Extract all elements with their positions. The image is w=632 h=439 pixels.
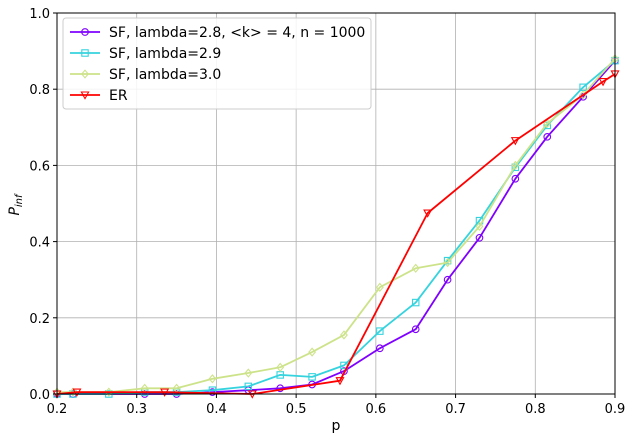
legend-marker [81, 28, 89, 36]
legend-marker [81, 69, 89, 79]
legend-label: SF, lambda=3.0 [109, 67, 221, 83]
data-point [276, 362, 285, 372]
data-point [511, 160, 520, 171]
data-point [511, 174, 520, 183]
data-point [340, 330, 348, 340]
y-axis-label-sub: inf [14, 193, 25, 207]
y-tick-label: 0.4 [29, 236, 50, 251]
data-point [276, 384, 285, 393]
data-point [411, 263, 420, 273]
y-axis-label: Pinf [7, 193, 25, 216]
series-3 [52, 70, 620, 399]
data-point [375, 344, 384, 353]
legend-box [62, 17, 372, 110]
legend-marker [80, 91, 90, 100]
x-tick-label: 0.7 [445, 402, 466, 417]
data-point [160, 388, 170, 397]
data-point [423, 209, 433, 218]
x-tick-label: 0.6 [366, 402, 387, 417]
data-point [543, 132, 552, 141]
legend-label: SF, lambda=2.9 [109, 46, 221, 62]
legend-label: ER [109, 88, 128, 104]
data-point [244, 368, 253, 378]
y-tick-label: 0.0 [29, 388, 50, 403]
y-tick-label: 0.8 [29, 83, 50, 98]
y-tick-label: 0.2 [29, 312, 50, 327]
data-point [244, 382, 253, 391]
data-point [208, 374, 217, 384]
plot-frame [56, 12, 616, 395]
data-point [475, 221, 484, 232]
series-layer [52, 54, 620, 399]
data-point [443, 275, 452, 284]
x-tick-label: 0.8 [525, 402, 546, 417]
x-tick-label: 0.3 [126, 402, 147, 417]
x-tick-label: 0.9 [605, 402, 626, 417]
data-point [308, 373, 316, 381]
data-point [543, 118, 552, 129]
series-line [56, 73, 616, 395]
data-point [598, 78, 608, 87]
data-point [411, 325, 420, 334]
data-point [69, 387, 77, 397]
ticks: 0.2 0.3 0.4 0.5 0.6 0.7 0.8 0.90.00.20.40.60.81… [29, 7, 625, 417]
legend-label: SF, lambda=2.8, <k> = 4, n = 1000 [109, 25, 365, 41]
y-axis-label-main: P [7, 207, 23, 216]
data-point [375, 282, 384, 292]
data-point [72, 388, 82, 397]
data-point [104, 387, 113, 397]
y-tick-label: 0.6 [29, 159, 50, 174]
y-tick-label: 1.0 [29, 7, 50, 22]
data-point [376, 327, 384, 335]
data-point [443, 257, 452, 268]
legend: SF, lambda=2.8, <k> = 4, n = 1000 SF, lam… [62, 17, 372, 110]
legend-marker [81, 49, 89, 57]
series-line [57, 58, 616, 394]
x-tick-label: 0.2 [47, 402, 68, 417]
data-point [443, 256, 452, 265]
data-point [475, 233, 484, 242]
data-point [335, 377, 345, 386]
data-point [411, 298, 420, 307]
x-tick-label: 0.5 [286, 402, 307, 417]
x-axis-label: p [332, 418, 341, 434]
data-point [510, 137, 520, 146]
data-point [543, 121, 551, 130]
data-point [308, 347, 317, 357]
x-tick-label: 0.4 [206, 402, 227, 417]
